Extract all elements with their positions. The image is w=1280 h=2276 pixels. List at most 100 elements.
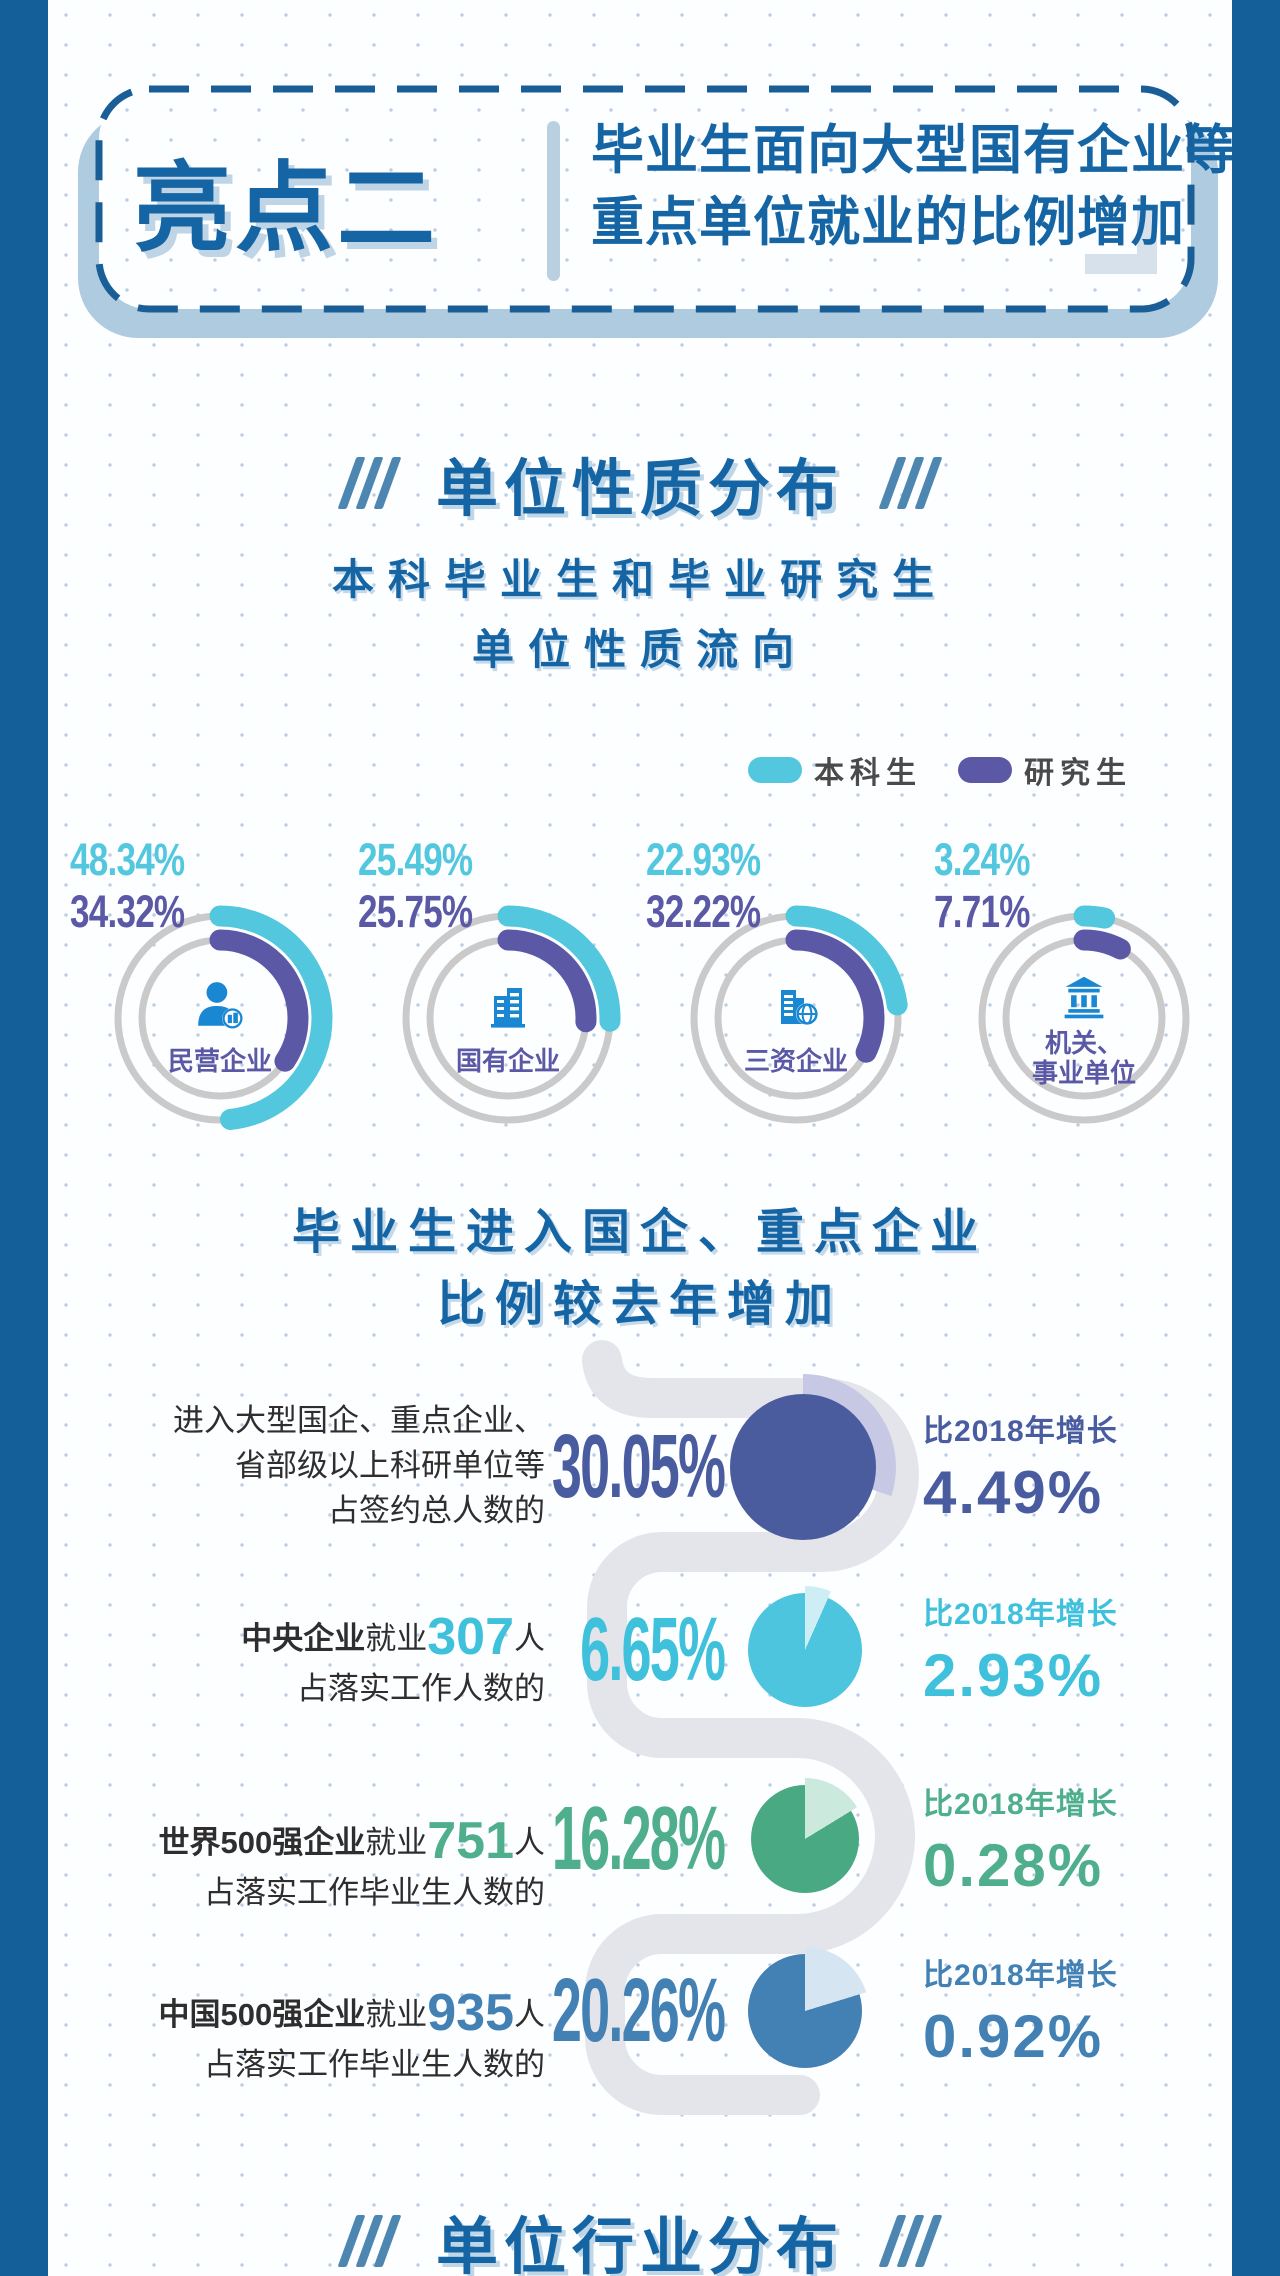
pie-highlight-slice: [741, 1947, 869, 2075]
grad-arc: [419, 929, 597, 1107]
row-percentage: 6.65%: [579, 1599, 726, 1700]
double-ring-chart: [971, 905, 1197, 1131]
undergrad-value: 22.93%: [646, 834, 761, 885]
ring-chart-government-institution: 3.24% 7.71% 机关、 事业单位: [926, 834, 1214, 1174]
ring-chart-state-owned-enterprise: 25.49% 25.75% 国有企业: [350, 834, 638, 1174]
desc-line: 占签约总人数的: [328, 1493, 545, 1528]
pie-central-enterprises: [741, 1586, 869, 1714]
ring-category-label: 民营企业: [167, 1046, 272, 1076]
row-description: 世界500强企业就业751人 占落实工作毕业生人数的: [58, 1812, 546, 1914]
person-with-company-badge-icon: [98, 980, 342, 1034]
grad-arc: [995, 929, 1173, 1107]
desc-line: 中央企业就业307人: [241, 1608, 545, 1666]
undergrad-arc: [395, 905, 621, 1131]
desc-line: 占落实工作人数的: [297, 1671, 545, 1706]
ring-chart-foreign-enterprise: 22.93% 32.22% 三资企业: [638, 834, 926, 1174]
delta-label: 比2018年增长: [923, 1788, 1118, 1821]
grad-value: 32.22%: [646, 886, 761, 937]
row-description: 中国500强企业就业935人 占落实工作毕业生人数的: [58, 1984, 546, 2086]
count-value: 307: [427, 1608, 514, 1666]
pie-china-top500: [741, 1947, 869, 2075]
undergrad-arc: [107, 905, 333, 1131]
undergrad-value: 3.24%: [934, 834, 1030, 885]
pie-key-enterprises: [710, 1374, 896, 1560]
government-bank-icon: [962, 974, 1206, 1022]
count-value: 751: [427, 1812, 514, 1870]
grad-value: 7.71%: [934, 886, 1030, 937]
desc-line: 占落实工作毕业生人数的: [204, 2047, 545, 2082]
legend-label: 本科生: [814, 757, 922, 790]
delta-label: 比2018年增长: [923, 1598, 1118, 1631]
delta-label: 比2018年增长: [923, 1415, 1118, 1448]
delta-value: 2.93%: [923, 1642, 1104, 1709]
row-delta: 比2018年增长 0.92%: [923, 1950, 1223, 2071]
row-description: 中央企业就业307人 占落实工作人数的: [58, 1608, 545, 1710]
legend: 本科生 研究生: [748, 748, 1132, 792]
ring-category-label: 三资企业: [743, 1046, 848, 1076]
header-box: 亮点二 毕业生面向大型国有企业等 重点单位就业的比例增加: [95, 85, 1238, 313]
pie-highlight-slice: [741, 1586, 869, 1714]
pie-highlight-slice: [744, 1778, 866, 1900]
grad-arc: [131, 929, 309, 1107]
row-delta: 比2018年增长 4.49%: [923, 1406, 1223, 1527]
corner-bracket-icon: [1085, 210, 1157, 274]
undergrad-value: 25.49%: [358, 834, 473, 885]
growth-heading-line1: 毕业生进入国企、重点企业: [291, 1206, 988, 1259]
row-percentage: 30.05%: [551, 1416, 726, 1517]
desc-line: 省部级以上科研单位等: [235, 1448, 545, 1483]
count-value: 935: [427, 1984, 514, 2042]
desc-line: 进入大型国企、重点企业、: [173, 1403, 545, 1438]
delta-value: 0.92%: [923, 2003, 1104, 2070]
highlight-badge: 亮点二: [133, 153, 440, 263]
ring-category-label: 机关、 事业单位: [1031, 1028, 1136, 1088]
growth-heading-line2: 比例较去年增加: [436, 1278, 843, 1331]
ring-category-label: 国有企业: [455, 1046, 560, 1076]
section-industry-title: 单位行业分布: [435, 2213, 844, 2276]
header-title: 毕业生面向大型国有企业等 重点单位就业的比例增加: [591, 115, 1239, 259]
undergrad-arc: [971, 905, 1197, 1131]
row-delta: 比2018年增长 0.28%: [923, 1779, 1223, 1900]
desc-line: 世界500强企业就业751人: [158, 1812, 546, 1870]
slashes-icon: [337, 2215, 402, 2267]
section-nature-heading: 单位性质分布: [48, 438, 1232, 528]
header-title-line1: 毕业生面向大型国有企业等: [591, 121, 1239, 180]
ring-chart-private-enterprise: 48.34% 34.32% 民营企业: [62, 834, 350, 1174]
undergrad-arc: [683, 905, 909, 1131]
row-description: 进入大型国企、重点企业、 省部级以上科研单位等 占签约总人数的: [58, 1398, 545, 1533]
undergrad-swatch-icon: [748, 757, 802, 783]
delta-label: 比2018年增长: [923, 1959, 1118, 1992]
delta-value: 4.49%: [923, 1459, 1104, 1526]
grad-value: 25.75%: [358, 886, 473, 937]
desc-line: 占落实工作毕业生人数的: [204, 1875, 545, 1910]
grad-arc: [707, 929, 885, 1107]
right-edge-bar: [1232, 0, 1280, 2276]
row-percentage: 20.26%: [551, 1960, 726, 2061]
legend-item-undergrad: 本科生: [748, 748, 922, 792]
building-with-globe-icon: [674, 980, 918, 1032]
slashes-icon: [337, 457, 402, 509]
double-ring-chart: [395, 905, 621, 1131]
row-delta: 比2018年增长 2.93%: [923, 1589, 1223, 1710]
header-dot-pattern: [105, 95, 1185, 303]
section-nature-title: 单位性质分布: [435, 455, 844, 524]
double-ring-chart: [107, 905, 333, 1131]
left-edge-bar: [0, 0, 48, 2276]
section-industry-heading: 单位行业分布: [48, 2196, 1232, 2276]
office-building-icon: [386, 980, 630, 1032]
grad-value: 34.32%: [70, 886, 185, 937]
legend-item-grad: 研究生: [958, 748, 1132, 792]
header-title-line2: 重点单位就业的比例增加: [591, 193, 1185, 252]
slashes-icon: [878, 2215, 943, 2267]
slashes-icon: [878, 457, 943, 509]
delta-value: 0.28%: [923, 1832, 1104, 1899]
legend-label: 研究生: [1024, 757, 1132, 790]
pie-world-top500: [744, 1778, 866, 1900]
nature-subtitle-line2: 单位性质流向: [471, 626, 808, 673]
undergrad-value: 48.34%: [70, 834, 185, 885]
pie-disc: [730, 1394, 876, 1540]
header-divider: [547, 121, 560, 281]
nature-subtitle-line1: 本科毕业生和毕业研究生: [331, 556, 948, 603]
grad-swatch-icon: [958, 757, 1012, 783]
